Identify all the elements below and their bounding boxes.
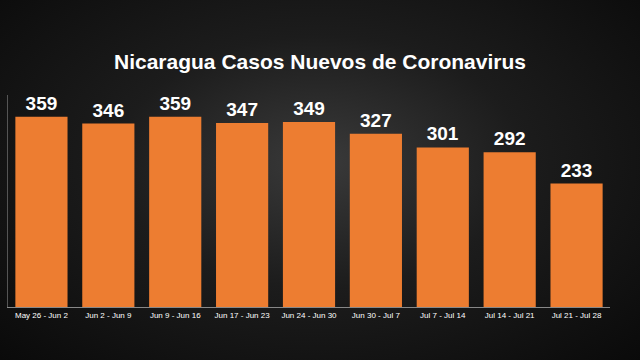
svg-text:Jul 14 - Jul 21: Jul 14 - Jul 21 (485, 311, 535, 320)
svg-text:359: 359 (26, 93, 58, 114)
svg-text:Jun 9 - Jun 16: Jun 9 - Jun 16 (150, 311, 201, 320)
svg-text:346: 346 (92, 100, 124, 121)
svg-text:292: 292 (494, 128, 526, 149)
svg-text:Jul 21 - Jul 28: Jul 21 - Jul 28 (552, 311, 602, 320)
svg-text:327: 327 (360, 110, 392, 131)
svg-text:Jun 30 - Jul 7: Jun 30 - Jul 7 (352, 311, 401, 320)
svg-text:Jun 17 - Jun 23: Jun 17 - Jun 23 (215, 311, 271, 320)
svg-text:347: 347 (226, 99, 258, 120)
svg-text:Jun 2 - Jun 9: Jun 2 - Jun 9 (85, 311, 132, 320)
svg-text:May 26 - Jun 2: May 26 - Jun 2 (15, 311, 68, 320)
svg-text:301: 301 (427, 123, 459, 144)
svg-text:233: 233 (561, 160, 593, 181)
svg-text:359: 359 (159, 93, 191, 114)
svg-text:349: 349 (293, 98, 325, 119)
svg-text:Jun 24 - Jun 30: Jun 24 - Jun 30 (281, 311, 337, 320)
svg-text:Jul 7 - Jul 14: Jul 7 - Jul 14 (420, 311, 466, 320)
svg-text:Nicaragua Casos Nuevos de Coro: Nicaragua Casos Nuevos de Coronavirus (114, 50, 526, 73)
